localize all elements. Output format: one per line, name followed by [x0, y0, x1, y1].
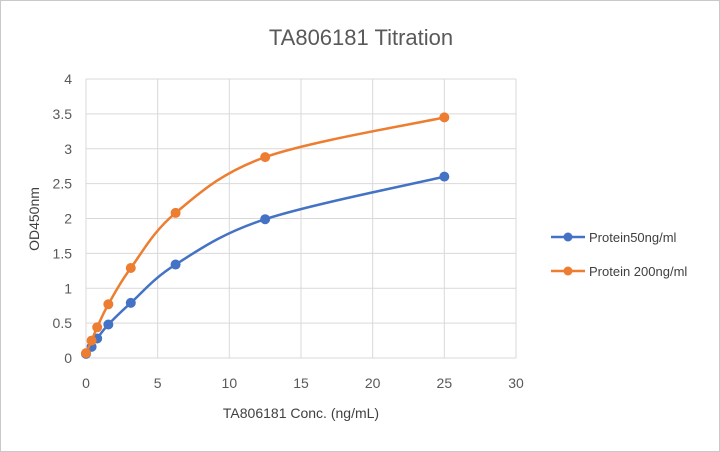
series-2: [81, 112, 450, 359]
data-point: [81, 348, 91, 359]
data-point: [170, 207, 181, 218]
x-tick-label: 5: [154, 375, 162, 391]
y-tick-label: 2.5: [53, 176, 73, 192]
y-tick-label: 1: [64, 280, 72, 296]
data-point: [439, 112, 450, 123]
series-1: [81, 171, 450, 359]
chart-title: TA806181 Titration: [269, 25, 453, 50]
y-tick-label: 4: [64, 71, 72, 87]
legend-label: Protein 200ng/ml: [589, 264, 687, 279]
x-axis-title: TA806181 Conc. (ng/mL): [223, 405, 379, 421]
data-point: [92, 322, 103, 333]
y-tick-labels: 0 0.5 1 1.5 2 2.5 3 3.5 4: [53, 71, 73, 366]
data-point: [103, 299, 114, 310]
data-point: [439, 171, 450, 182]
x-tick-label: 0: [82, 375, 90, 391]
legend-label: Protein50ng/ml: [589, 230, 677, 245]
y-tick-label: 0: [64, 350, 72, 366]
y-tick-label: 3: [64, 141, 72, 157]
x-tick-label: 15: [293, 375, 309, 391]
gridlines: [85, 78, 517, 359]
data-point: [125, 263, 136, 274]
x-tick-labels: 0 5 10 15 20 25 30: [82, 375, 524, 391]
series-line: [85, 175, 445, 355]
data-point: [170, 259, 181, 270]
x-tick-label: 20: [365, 375, 381, 391]
legend-marker: [563, 232, 573, 242]
data-point: [260, 214, 271, 225]
y-axis-title: OD450nm: [26, 187, 42, 251]
series-group: [81, 112, 450, 359]
y-tick-label: 0.5: [53, 315, 73, 331]
data-point: [103, 319, 114, 330]
y-tick-label: 1.5: [53, 245, 73, 261]
x-tick-label: 10: [222, 375, 238, 391]
x-tick-label: 25: [437, 375, 453, 391]
x-tick-label: 30: [508, 375, 524, 391]
legend-marker: [563, 266, 573, 276]
data-point: [86, 335, 97, 346]
data-point: [125, 297, 136, 308]
y-tick-label: 3.5: [53, 106, 73, 122]
y-tick-label: 2: [64, 211, 72, 227]
legend: Protein50ng/ml Protein 200ng/ml: [551, 230, 687, 279]
data-point: [260, 152, 271, 163]
